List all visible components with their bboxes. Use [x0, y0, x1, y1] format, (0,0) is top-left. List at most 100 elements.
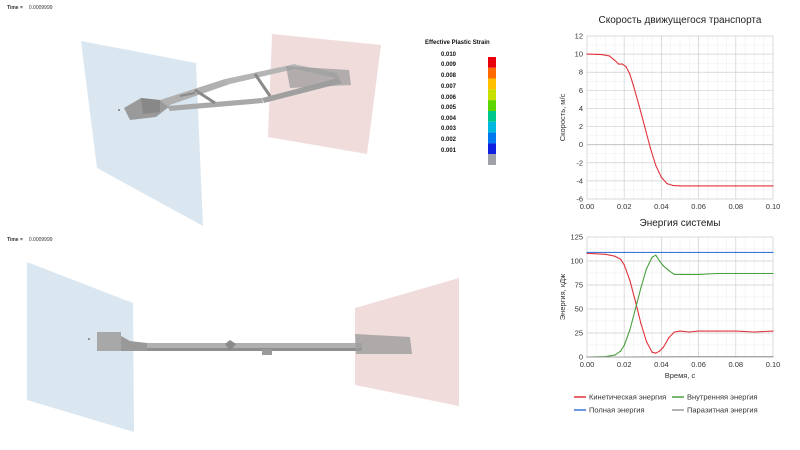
legend-label-5: 0.005	[441, 105, 457, 111]
velocity-chart-series-0-point-12	[655, 164, 657, 167]
energy-chart-series-1-point-7	[640, 287, 642, 289]
velocity-chart-series-0-point-5	[621, 63, 623, 65]
energy-chart-series-2-point-0	[586, 251, 588, 253]
energy-chart-series-0-point-17	[698, 330, 700, 332]
velocity-chart-series-0-point-2	[608, 55, 610, 57]
velocity-chart-ytick-4: 4	[579, 104, 583, 113]
energy-chart-series-3-point-5	[772, 356, 774, 358]
velocity-chart-series-0-point-3	[614, 59, 616, 62]
energy-chart-series-3-point-3	[698, 356, 700, 358]
energy-chart-series-0-point-16	[688, 331, 690, 333]
legend-swatch-2	[488, 78, 496, 90]
energy-chart-ylabel: Энергия, кДж	[558, 274, 567, 320]
energy-chart-series-0-point-1	[605, 253, 607, 255]
energy-chart-legend-label-2: Полная энергия	[589, 406, 645, 415]
energy-chart-series-1-point-13	[668, 270, 670, 272]
sim-top-time-label: Time = 0.0009999	[7, 5, 53, 11]
energy-chart-legend-label-0: Кинетическая энергия	[589, 393, 666, 402]
velocity-chart-series-0-point-8	[632, 85, 635, 87]
legend-label-7: 0.003	[441, 126, 457, 132]
energy-chart-series-0-line	[586, 252, 774, 354]
energy-chart-series-1-point-5	[629, 329, 631, 331]
energy-chart-xtick-3: 0.06	[691, 360, 706, 369]
energy-chart-series-0-point-20	[753, 331, 755, 333]
energy-chart-series-0-point-8	[645, 341, 648, 343]
sim-top-time-label-text: Time =	[7, 5, 23, 11]
legend-swatch-1	[488, 67, 496, 79]
energy-chart-xtick-0: 0.00	[580, 360, 595, 369]
energy-chart-series-1-point-2	[614, 354, 616, 356]
velocity-chart-series-0-point-9	[638, 105, 640, 107]
velocity-chart-series-0-point-17	[698, 185, 700, 187]
energy-chart-series-0-point-3	[619, 258, 622, 260]
velocity-chart: 0.000.020.040.060.080.10121086420-2-4-6В…	[558, 32, 781, 212]
energy-chart-xtick-2: 0.04	[654, 360, 669, 369]
energy-chart-series-0-point-5	[629, 279, 631, 281]
velocity-chart-ytick-0: 12	[575, 32, 583, 41]
legend-swatch-9	[488, 154, 496, 165]
velocity-chart-series-0-point-13	[660, 176, 662, 178]
velocity-chart-series-0-point-16	[679, 185, 681, 187]
sim-bottom-time-value: 0.0009999	[28, 237, 53, 243]
velocity-chart-series-0-point-10	[644, 125, 646, 128]
velocity-chart-series-0-point-0	[586, 53, 588, 55]
energy-chart-xtick-5: 0.10	[766, 360, 781, 369]
energy-chart-series-0-point-15	[679, 330, 681, 332]
energy-chart-series-3-point-2	[660, 356, 662, 358]
energy-chart-legend-label-1: Внутренняя энергия	[687, 393, 757, 402]
energy-chart-series-1-line	[586, 254, 773, 358]
energy-chart-series-1-point-17	[698, 273, 700, 276]
energy-chart-series-0-point-14	[673, 331, 676, 333]
legend-label-6: 0.004	[441, 116, 457, 122]
velocity-chart-series-0-point-4	[618, 63, 620, 65]
energy-chart-series-0-point-21	[772, 330, 774, 332]
energy-chart-ytick-5: 0	[579, 353, 583, 362]
energy-chart-series-3-point-0	[586, 356, 588, 358]
sim-top-viewport	[81, 34, 381, 226]
energy-chart-series-0-point-13	[668, 337, 670, 339]
energy-chart-series-0-point-2	[614, 255, 616, 257]
velocity-chart-xtick-5: 0.10	[766, 202, 781, 211]
sim-top-right-wall	[268, 34, 381, 154]
legend-label-8: 0.002	[441, 137, 457, 143]
energy-chart-ytick-2: 75	[575, 281, 583, 290]
velocity-chart-series-0-point-11	[649, 146, 651, 148]
energy-chart-series-0-point-6	[634, 300, 636, 302]
velocity-chart-ytick-7: -2	[576, 158, 583, 167]
energy-chart-xtick-4: 0.08	[728, 360, 743, 369]
energy-chart-series-1-point-11	[658, 260, 661, 262]
legend-label-4: 0.006	[441, 95, 457, 101]
velocity-chart-ytick-8: -4	[576, 176, 583, 185]
energy-chart-series-1-point-4	[623, 344, 625, 347]
legend-swatch-4	[488, 100, 496, 111]
velocity-chart-xtick-1: 0.02	[617, 202, 632, 211]
sim-bottom-vehicle-frame	[97, 332, 412, 355]
velocity-chart-ytick-9: -6	[576, 195, 583, 204]
legend-label-0: 0.010	[441, 52, 457, 58]
energy-chart-series-0-point-0	[586, 252, 588, 254]
energy-chart-xlabel: Время, с	[665, 371, 696, 380]
energy-chart-series-2-point-3	[698, 251, 700, 253]
energy-chart-series-0-point-7	[640, 322, 642, 324]
energy-chart-series-1-point-8	[645, 268, 648, 270]
energy-chart-series-0-point-11	[658, 350, 661, 352]
sim-bottom-reference-point	[88, 338, 90, 340]
velocity-chart-series-0-point-14	[666, 183, 668, 185]
velocity-chart-xtick-0: 0.00	[580, 202, 595, 211]
velocity-chart-series-0-point-15	[671, 184, 674, 187]
velocity-chart-ytick-5: 2	[579, 122, 583, 131]
energy-chart-series-0-point-4	[623, 264, 625, 266]
energy-chart-series-1-point-10	[655, 254, 657, 256]
velocity-chart-series-0-point-7	[629, 73, 631, 75]
velocity-chart-xtick-3: 0.06	[691, 202, 706, 211]
energy-chart-series-0-point-18	[716, 330, 718, 332]
energy-chart-xtick-1: 0.02	[617, 360, 632, 369]
energy-chart-ytick-0: 125	[570, 233, 583, 242]
velocity-chart-series-0-point-18	[735, 185, 737, 187]
energy-chart-series-1-point-14	[673, 273, 676, 276]
energy-chart-series-1-point-19	[735, 272, 737, 275]
energy-chart-series-0-point-9	[651, 351, 653, 353]
sim-top-time-value: 0.0009999	[28, 5, 53, 11]
velocity-chart-xtick-4: 0.08	[728, 202, 743, 211]
legend-label-1: 0.009	[441, 62, 457, 68]
